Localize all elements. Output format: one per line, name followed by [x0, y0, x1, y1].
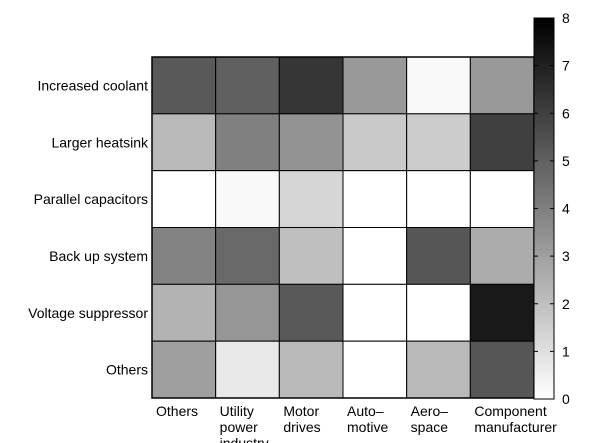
colorbar-tick-label: 8 [562, 10, 570, 26]
heatmap-cell [215, 56, 280, 115]
heatmap-cell [342, 340, 408, 399]
y-tick-label: Back up system [49, 248, 148, 264]
heatmap-cell [215, 283, 280, 342]
colorbar-tick-label: 3 [562, 248, 570, 264]
heatmap-cell [469, 170, 535, 229]
heatmap-cell [278, 227, 344, 285]
heatmap-cell [342, 227, 408, 285]
heatmap-cell [215, 340, 280, 399]
y-tick-label: Increased coolant [37, 77, 148, 93]
x-tick-label: Motor drives [283, 403, 320, 435]
heatmap-cell [469, 56, 535, 115]
heatmap-cell [406, 170, 471, 229]
heatmap-cell [469, 340, 535, 399]
heatmap-cell [278, 56, 344, 115]
colorbar-tick-label: 0 [562, 391, 570, 407]
colorbar-tick-label: 1 [562, 343, 570, 359]
heatmap-cell [151, 113, 217, 172]
heatmap-cell [278, 283, 344, 342]
x-tick-label: Aero– space [411, 403, 449, 435]
heatmap-cell [342, 170, 408, 229]
colorbar-tick-label: 6 [562, 105, 570, 121]
heatmap-cell [151, 227, 217, 285]
x-tick-label: Auto– motive [347, 403, 388, 435]
x-tick-label: Others [156, 403, 198, 419]
colorbar-tick-label: 4 [562, 201, 570, 217]
heatmap-cell [406, 283, 471, 342]
colorbar-ticks: 0 1 2 3 4 5 6 7 8 [534, 10, 570, 407]
colorbar-tick-label: 5 [562, 153, 570, 169]
heatmap-cell [151, 56, 217, 115]
heatmap-cell [215, 113, 280, 172]
heatmap-cell [151, 283, 217, 342]
heatmap-cell [151, 340, 217, 399]
heatmap-cell [342, 113, 408, 172]
heatmap-cell [278, 340, 344, 399]
heatmap-cell [278, 113, 344, 172]
colorbar-tick-label: 7 [562, 58, 570, 74]
heatmap-cell [406, 227, 471, 285]
heatmap-cell [469, 113, 535, 172]
x-tick-label: Component manufacturer [474, 403, 557, 435]
x-axis-labels: Others Utility power industry Motor drives Aut… [156, 403, 557, 443]
heatmap-cell [469, 227, 535, 285]
heatmap-cell [406, 113, 471, 172]
heatmap-cell [469, 283, 535, 342]
y-tick-label: Larger heatsink [51, 134, 149, 150]
heatmap-cell [278, 170, 344, 229]
colorbar-tick-label: 2 [562, 296, 570, 312]
heatmap-cells [151, 56, 535, 399]
y-tick-label: Parallel capacitors [34, 191, 148, 207]
y-tick-label: Voltage suppressor [28, 305, 148, 321]
heatmap-cell [151, 170, 217, 229]
y-tick-label: Others [106, 362, 148, 378]
heatmap-cell [342, 56, 408, 115]
heatmap-cell [406, 340, 471, 399]
heatmap-cell [406, 56, 471, 115]
heatmap-cell [215, 227, 280, 285]
heatmap-cell [342, 283, 408, 342]
x-tick-label: Utility power industry [220, 403, 269, 443]
heatmap-cell [215, 170, 280, 229]
y-axis-labels: Increased coolant Larger heatsink Parallel… [28, 77, 149, 377]
